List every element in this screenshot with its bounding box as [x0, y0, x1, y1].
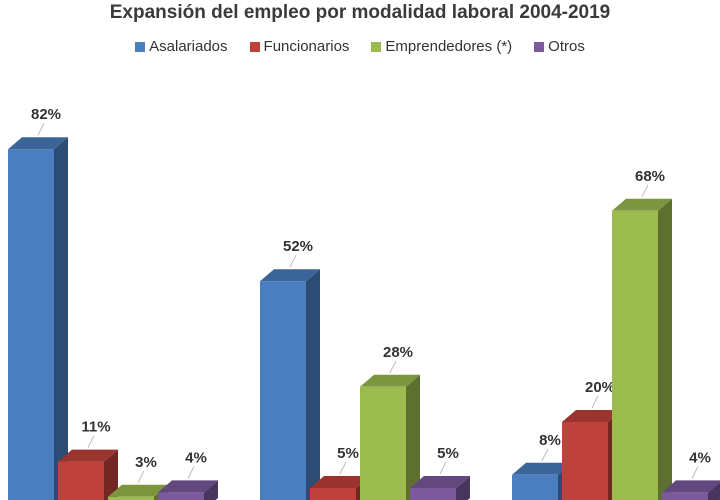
legend-label: Asalariados	[149, 38, 228, 55]
bar-side	[406, 374, 420, 500]
data-label: 4%	[185, 449, 207, 466]
bar-front	[310, 488, 356, 500]
data-label-leader	[87, 435, 95, 448]
data-label: 20%	[585, 379, 615, 396]
bar-funcionarios-0	[58, 449, 118, 500]
data-label-leader	[339, 461, 347, 475]
legend: Asalariados Funcionarios Emprendedores (…	[0, 38, 720, 55]
data-label-leader	[137, 470, 145, 484]
bar-emprendedores-2	[612, 198, 672, 500]
bar-front	[260, 281, 306, 500]
bar-top	[58, 449, 118, 462]
legend-label: Otros	[548, 38, 585, 55]
data-label: 28%	[383, 344, 413, 361]
bar-asalariados-0	[8, 137, 68, 500]
legend-item-emprendedores: Emprendedores (*)	[371, 38, 512, 55]
data-label-leader	[691, 466, 699, 479]
bar-side	[104, 449, 118, 500]
data-label: 68%	[635, 168, 665, 185]
bar-top	[158, 480, 218, 493]
bar-otros-2	[662, 480, 720, 500]
data-label-leader	[641, 184, 649, 198]
bar-top	[512, 462, 572, 475]
bar-top	[410, 476, 470, 488]
bar-front	[562, 422, 608, 500]
data-label: 3%	[135, 454, 157, 471]
bar-front	[662, 492, 708, 500]
data-label: 11%	[81, 419, 110, 436]
bar-emprendedores-1	[360, 374, 420, 500]
legend-item-otros: Otros	[534, 38, 585, 55]
bar-top	[612, 198, 672, 211]
legend-swatch	[249, 41, 260, 52]
bar-side	[204, 480, 218, 500]
bar-top	[260, 269, 320, 282]
bar-front	[410, 488, 456, 500]
data-label: 5%	[437, 445, 459, 462]
data-label: 8%	[539, 432, 561, 449]
data-label-leader	[591, 395, 599, 409]
bar-otros-1	[410, 476, 470, 500]
bar-front	[108, 496, 154, 500]
bar-side	[306, 269, 320, 500]
data-label-leader	[187, 466, 195, 479]
legend-label: Funcionarios	[263, 38, 350, 55]
data-label-leader	[439, 461, 447, 475]
chart-title: Expansión del empleo por modalidad labor…	[109, 2, 611, 23]
data-label-leader	[37, 122, 45, 136]
bar-front	[360, 386, 406, 500]
bar-top	[562, 410, 622, 422]
bar-front	[512, 474, 558, 500]
bar-side	[708, 482, 720, 500]
legend-swatch	[135, 41, 146, 52]
legend-item-funcionarios: Funcionarios	[249, 38, 350, 55]
bar-front	[8, 149, 54, 500]
bar-top	[310, 476, 370, 488]
data-label: 4%	[689, 449, 711, 466]
legend-label: Emprendedores (*)	[385, 38, 513, 55]
bar-side	[456, 476, 470, 500]
data-label: 52%	[283, 238, 313, 255]
bar-front	[58, 461, 104, 500]
bar-top	[8, 137, 68, 150]
legend-item-asalariados: Asalariados	[135, 38, 228, 55]
bar-asalariados-1	[260, 269, 320, 500]
bar-side	[54, 137, 68, 500]
data-label: 82%	[31, 106, 61, 123]
bar-top	[108, 484, 168, 497]
bar-top	[662, 480, 720, 493]
bar-front	[158, 492, 204, 500]
legend-swatch	[534, 41, 545, 52]
data-label: 5%	[337, 445, 359, 462]
bar-top	[360, 374, 420, 387]
bar-otros-0	[158, 480, 218, 500]
data-label-leader	[289, 254, 297, 268]
legend-swatch	[371, 41, 382, 52]
bar-side	[658, 198, 672, 500]
data-label-leader	[541, 448, 549, 462]
data-label-leader	[389, 360, 397, 374]
bar-front	[612, 210, 658, 500]
